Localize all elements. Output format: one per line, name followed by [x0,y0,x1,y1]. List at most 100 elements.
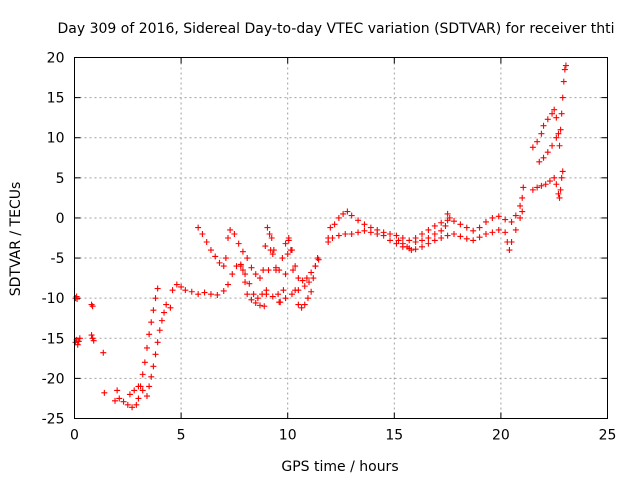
data-point [244,255,251,262]
data-point [431,230,438,237]
data-point [408,247,415,254]
y-axis-label: SDTVAR / TECUs [8,182,24,297]
data-point [476,234,483,241]
data-point [348,212,355,219]
data-point [264,224,271,231]
data-point [304,295,311,302]
data-point [502,216,509,223]
data-point [482,230,489,237]
data-point [173,281,180,288]
data-point [380,232,387,239]
data-point [242,271,249,278]
data-point [135,383,142,390]
data-point [225,235,232,241]
data-point [325,239,332,246]
x-tick-label: 0 [70,428,79,444]
data-point [438,219,445,226]
data-point [495,213,502,220]
data-point [306,279,313,286]
data-point [256,275,263,282]
data-point [560,78,567,85]
x-tick-label: 25 [599,428,617,444]
data-point [393,240,400,247]
data-point [266,230,273,237]
data-point [529,144,536,151]
data-point [276,299,283,306]
data-point [308,288,315,295]
data-point [143,344,150,351]
data-point [158,317,165,324]
data-point [141,359,148,366]
data-point [216,259,223,266]
data-point [248,264,255,271]
data-point [250,291,257,298]
data-point [129,404,136,411]
data-point [561,66,568,73]
data-point [470,237,477,244]
data-point [312,263,319,270]
data-point [265,267,272,274]
data-point [553,134,560,141]
data-point [275,291,282,298]
data-point [225,281,232,288]
data-point [393,232,400,239]
data-point [355,217,362,224]
data-point [89,303,96,310]
data-point [146,331,153,338]
data-point [549,110,556,117]
data-point [282,271,289,278]
data-point [559,168,566,175]
data-point [167,304,174,311]
data-point [482,218,489,225]
data-point [442,222,449,229]
data-point [476,224,483,231]
data-point [298,304,305,311]
data-point [254,295,261,302]
data-point [214,291,221,298]
x-tick-label: 10 [279,428,297,444]
data-point [463,235,470,242]
data-point [419,237,426,244]
data-point [237,263,244,270]
data-point [540,154,547,161]
data-point [288,291,295,298]
data-point [227,226,234,233]
data-point [558,174,565,181]
data-point [446,214,453,221]
data-point [450,218,457,225]
data-point [540,122,547,129]
data-point [101,389,108,396]
grid [74,57,608,419]
data-point [112,397,119,404]
data-point [419,243,426,250]
data-point [182,287,189,294]
data-point [282,240,289,247]
data-point [131,387,138,394]
data-point [154,285,161,292]
data-point [450,230,457,237]
data-point [301,283,308,290]
data-point [558,110,565,117]
data-point [406,237,413,244]
data-point [288,247,295,254]
x-tick-label: 15 [385,428,403,444]
data-point [188,288,195,295]
data-point [143,393,150,400]
data-point [124,401,131,408]
y-tick-label: 15 [47,91,65,107]
chart-title: Day 309 of 2016, Sidereal Day-to-day VTE… [58,21,615,37]
data-point [229,271,236,278]
data-point [222,255,229,262]
data-point [269,251,276,258]
data-point [519,208,526,215]
data-point [551,106,558,113]
data-point [529,186,536,193]
data-point [489,214,496,221]
data-point [248,296,255,303]
data-point [399,240,406,247]
data-point [361,227,368,234]
data-point [163,301,170,308]
data-point [556,142,563,149]
data-point [161,309,168,316]
data-point [553,181,560,188]
